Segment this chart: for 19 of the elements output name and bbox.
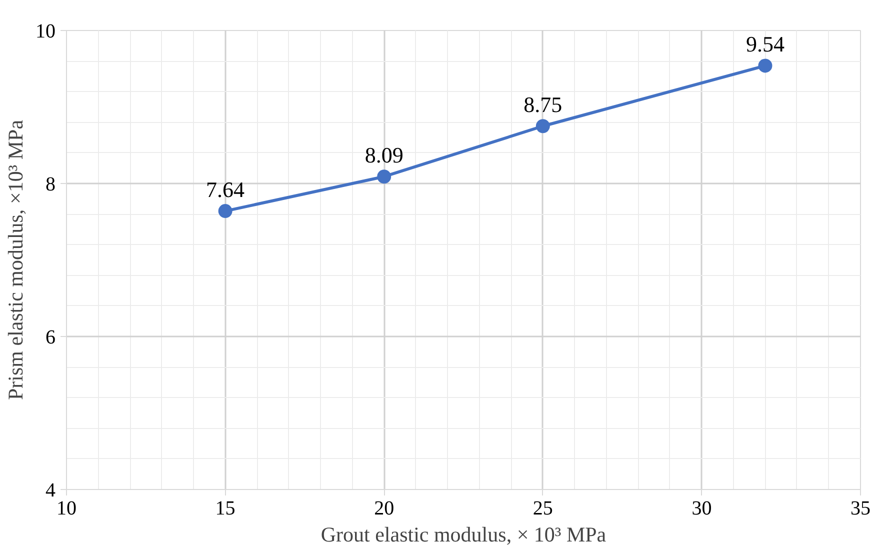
y-tick-label: 10 <box>36 20 56 42</box>
point <box>377 170 392 184</box>
y-axis-title: Prism elastic modulus, ×10³ MPa <box>4 119 28 400</box>
point <box>536 119 550 134</box>
x-tick-label: 25 <box>532 498 553 520</box>
data-label: 7.64 <box>206 177 245 202</box>
point <box>758 58 772 73</box>
data-label: 8.75 <box>524 92 562 118</box>
y-tick-label: 4 <box>46 480 56 502</box>
data-label: 8.09 <box>364 142 404 168</box>
x-tick-label: 30 <box>692 498 712 520</box>
data-label: 9.54 <box>746 32 784 57</box>
x-axis-title: Grout elastic modulus, × 10³ MPa <box>320 522 607 546</box>
x-tick-label: 15 <box>215 498 236 520</box>
point <box>218 204 232 218</box>
x-tick-label: 20 <box>374 498 394 520</box>
y-tick-label: 6 <box>46 326 56 348</box>
x-tick-label: 35 <box>850 498 870 520</box>
y-tick-label: 8 <box>46 174 56 196</box>
